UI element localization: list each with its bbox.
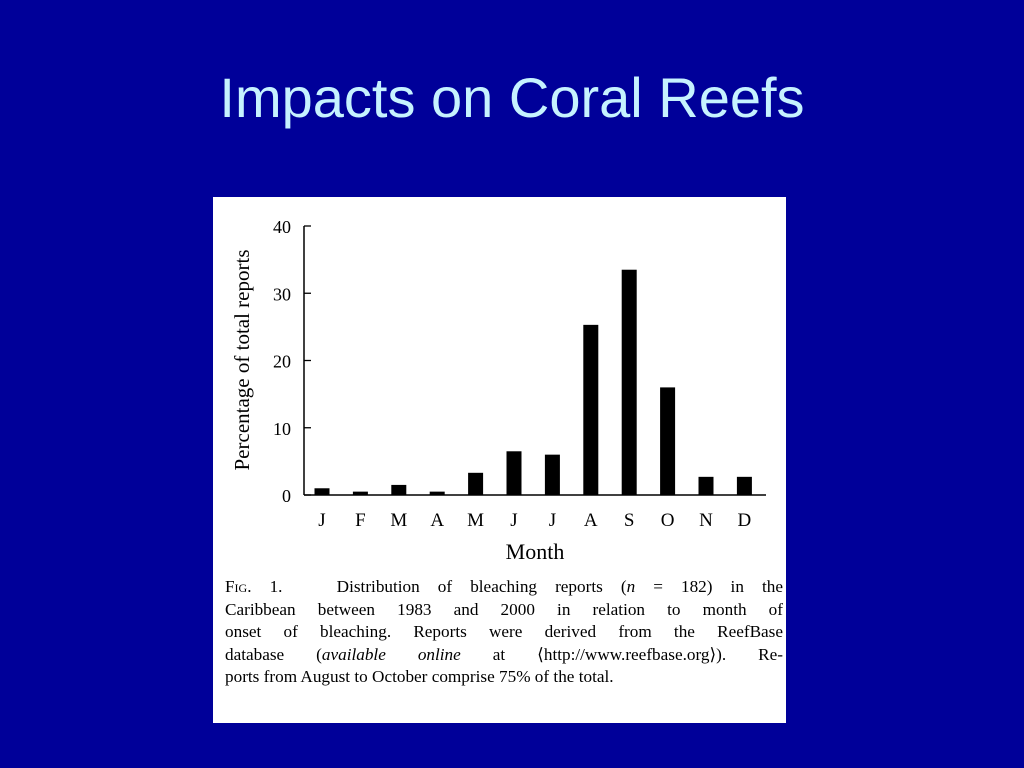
x-tick-label: J [510,510,517,531]
y-ticks: 0 10 20 30 40 [273,217,311,506]
x-tick-label: D [738,510,752,531]
x-tick-label: M [390,510,407,531]
caption-fig-label: Fig. 1. [225,577,283,596]
figure-caption: Fig. 1. Distribution of bleaching report… [225,576,783,689]
x-tick-label: A [430,510,444,531]
caption-line-2: Caribbean between 1983 and 2000 in relat… [225,599,783,619]
caption-line-1: Fig. 1. Distribution of bleaching report… [225,577,783,596]
y-tick-label: 30 [273,284,291,304]
caption-line-3: onset of bleaching. Reports were derived… [225,622,783,641]
y-tick-label: 20 [273,352,291,372]
y-tick-label: 40 [273,217,291,237]
figure-panel: 0 10 20 30 40 J F M A M J J A S O N D Month Percentage … [213,197,786,723]
x-tick-label: J [549,510,556,531]
x-tick-label: M [467,510,484,531]
y-tick-label: 10 [273,419,291,439]
y-axis-label: Percentage of total reports [230,250,254,471]
bar [621,269,637,495]
x-tick-label: J [318,510,325,531]
y-tick-label: 0 [282,486,291,506]
bar [544,454,560,495]
chart-axes [303,226,766,496]
caption-line-5: ports from August to October comprise 75… [225,667,614,686]
bar [506,451,522,495]
bar [352,491,368,495]
x-axis-label: Month [506,539,565,564]
caption-line-4: database (available online at ⟨http://ww… [225,644,783,664]
bar [660,387,676,495]
bar [468,472,484,495]
bar [698,476,714,495]
bar [583,324,599,495]
bar [391,484,407,495]
x-tick-label: O [661,510,675,531]
bars [314,269,752,495]
bar [314,488,330,495]
x-tick-label: S [624,510,635,531]
slide-title: Impacts on Coral Reefs [219,66,805,129]
bar [736,476,752,495]
bar [429,491,445,495]
x-tick-label: F [355,510,366,531]
bar-chart: 0 10 20 30 40 J F M A M J J A S O N D Month Percentage … [230,217,766,564]
x-tick-label: N [699,510,713,531]
x-tick-label: A [584,510,598,531]
